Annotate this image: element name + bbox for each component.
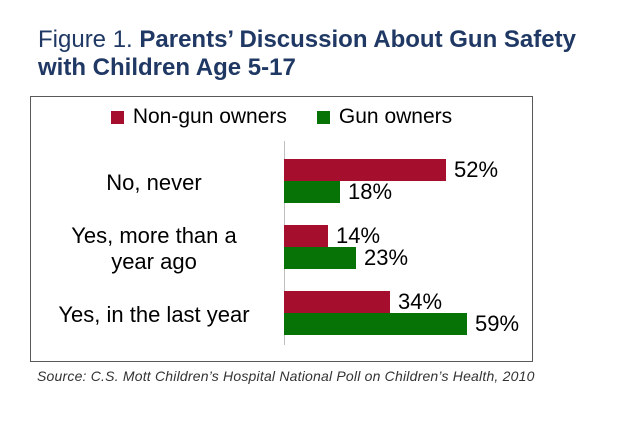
value-label-non-gun-owners-no-never: 52% bbox=[454, 157, 499, 182]
legend-item-gun-owners: Gun owners bbox=[316, 105, 453, 129]
bar-gun-owners-yes-in-the-last-year bbox=[284, 313, 467, 335]
value-label-gun-owners-no-never: 18% bbox=[348, 179, 393, 204]
legend-label-non-gun-owners: Non-gun owners bbox=[132, 105, 287, 128]
legend-swatch-gun-owners bbox=[316, 110, 330, 124]
bar-gun-owners-no-never bbox=[284, 181, 340, 203]
category-label-no-never: No, never bbox=[106, 170, 202, 195]
legend-swatch-non-gun-owners bbox=[110, 110, 124, 124]
value-label-gun-owners-yes-in-the-last-year: 59% bbox=[475, 311, 520, 336]
bar-non-gun-owners-yes-in-the-last-year bbox=[284, 291, 390, 313]
value-label-gun-owners-yes-more-than-a-year-ago: 23% bbox=[364, 245, 409, 270]
bar-non-gun-owners-yes-more-than-a-year-ago bbox=[284, 225, 328, 247]
category-label-yes-more-than-a-year-ago: Yes, more than a year ago bbox=[71, 223, 237, 274]
figure-title: Figure 1. Parents’ Discussion About Gun … bbox=[38, 26, 613, 82]
figure-title-prefix: Figure 1. bbox=[38, 26, 140, 53]
legend-label-gun-owners: Gun owners bbox=[338, 105, 453, 128]
source-note: Source: C.S. Mott Children’s Hospital Na… bbox=[37, 368, 535, 384]
chart-area: Non-gun owners Gun owners No, never 52% 18%… bbox=[30, 96, 533, 362]
plot-area: No, never 52% 18% Yes, more than a year ago… bbox=[31, 97, 532, 361]
bar-gun-owners-yes-more-than-a-year-ago bbox=[284, 247, 356, 269]
category-label-yes-in-the-last-year: Yes, in the last year bbox=[58, 302, 250, 327]
bar-non-gun-owners-no-never bbox=[284, 159, 446, 181]
legend: Non-gun owners Gun owners bbox=[31, 105, 532, 129]
value-label-non-gun-owners-yes-in-the-last-year: 34% bbox=[398, 289, 443, 314]
legend-item-non-gun-owners: Non-gun owners bbox=[110, 105, 287, 129]
value-label-non-gun-owners-yes-more-than-a-year-ago: 14% bbox=[336, 223, 381, 248]
figure-title-main: Parents’ Discussion About Gun Safety wit… bbox=[38, 26, 576, 81]
